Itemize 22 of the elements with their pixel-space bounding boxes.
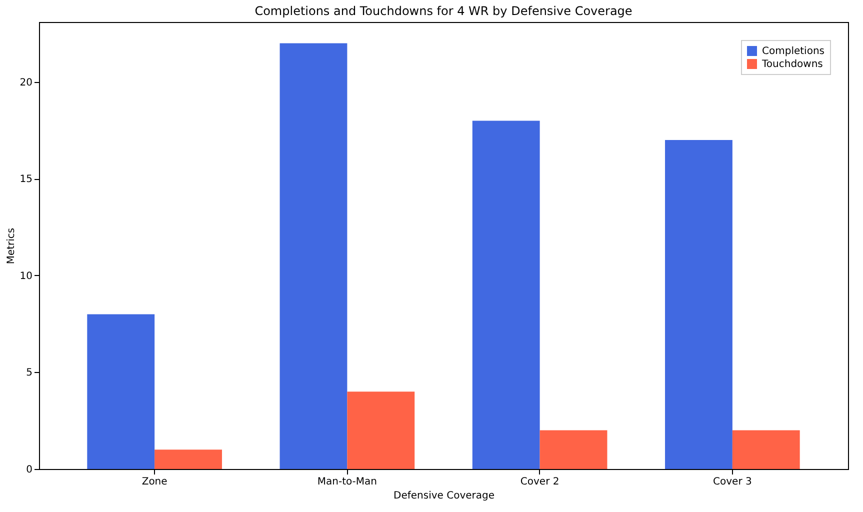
bar bbox=[154, 450, 222, 469]
x-tick-label: Man-to-Man bbox=[317, 476, 378, 488]
y-axis-title: Metrics bbox=[6, 228, 17, 264]
x-tick-label: Cover 2 bbox=[520, 476, 560, 488]
y-tick-label: 15 bbox=[20, 174, 32, 186]
bar bbox=[665, 140, 732, 469]
x-tick-label: Zone bbox=[142, 476, 168, 488]
y-tick-label: 0 bbox=[26, 464, 32, 476]
bar bbox=[732, 430, 800, 469]
bar bbox=[472, 120, 540, 469]
bar bbox=[280, 43, 348, 469]
bar bbox=[540, 430, 608, 469]
x-axis-title: Defensive Coverage bbox=[393, 490, 495, 502]
legend-label: Touchdowns bbox=[761, 59, 823, 70]
y-tick-label: 5 bbox=[26, 368, 32, 379]
y-tick-label: 20 bbox=[20, 77, 32, 88]
legend-label: Completions bbox=[762, 46, 824, 57]
x-tick-label: Cover 3 bbox=[713, 476, 752, 488]
bar bbox=[347, 392, 415, 469]
bar bbox=[87, 314, 155, 469]
y-tick-label: 10 bbox=[20, 270, 32, 282]
chart-title: Completions and Touchdowns for 4 WR by Defensive Coverage bbox=[254, 4, 632, 18]
